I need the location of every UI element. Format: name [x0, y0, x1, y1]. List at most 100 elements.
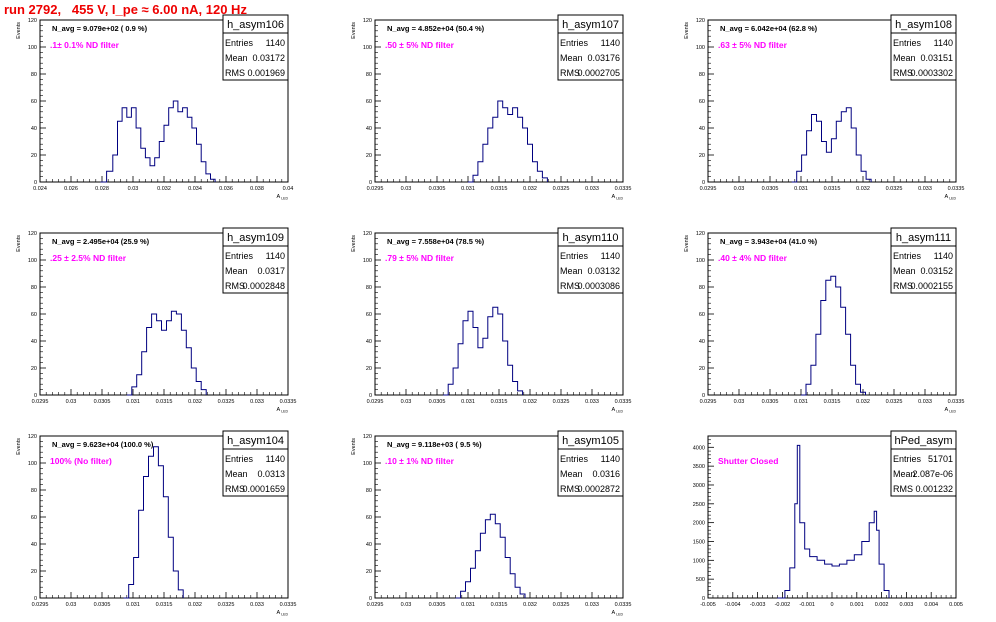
- y-tick-label: 2500: [693, 502, 705, 508]
- x-tick-label: 0.0315: [824, 399, 841, 405]
- histogram-curve: [126, 310, 207, 396]
- y-tick-label: 20: [699, 153, 705, 159]
- x-axis-label: A LED: [945, 407, 957, 414]
- histogram-curve: [100, 100, 216, 183]
- y-tick-label: 120: [28, 231, 37, 237]
- stats-entries-label: Entries: [560, 38, 589, 48]
- stats-box: [557, 32, 624, 81]
- x-tick-label: 0.0335: [615, 186, 632, 192]
- x-tick-label: 0.0295: [367, 186, 384, 192]
- stats-rms-label: RMS: [225, 484, 245, 494]
- y-tick-label: 60: [31, 515, 37, 521]
- navg-label: N_avg = 6.042e+04 (62.8 %): [720, 24, 818, 33]
- y-axis-label: Events: [684, 235, 690, 252]
- filter-label: 100% (No filter): [50, 456, 112, 466]
- x-tick-label: -0.001: [799, 602, 815, 608]
- x-tick-label: 0.003: [900, 602, 914, 608]
- x-tick-label: 0.0305: [429, 602, 446, 608]
- histogram-curve: [777, 444, 890, 599]
- stats-mean-value: 0.03151: [920, 53, 953, 63]
- x-tick-label: 0.03: [66, 602, 77, 608]
- x-tick-label: 0.033: [250, 602, 264, 608]
- y-tick-label: 0: [369, 180, 372, 186]
- x-tick-label: 0.0325: [218, 399, 235, 405]
- stats-mean-label: Mean: [560, 53, 583, 63]
- x-tick-label: 0.0325: [886, 399, 903, 405]
- x-tick-label: 0.0315: [491, 186, 508, 192]
- x-axis-label: A LED: [612, 610, 624, 617]
- stats-mean-value: 2.087e-06: [912, 469, 953, 479]
- stats-rms-value: 0.0003086: [577, 281, 620, 291]
- stats-rms-label: RMS: [560, 484, 580, 494]
- stats-entries-value: 1140: [601, 38, 620, 48]
- x-tick-label: 0.0305: [429, 399, 446, 405]
- stats-entries-value: 1140: [934, 251, 953, 261]
- y-tick-label: 40: [699, 126, 705, 132]
- stats-histogram-name: hPed_asym: [894, 435, 952, 447]
- x-tick-label: 0.0295: [700, 186, 717, 192]
- x-tick-label: 0.031: [461, 186, 475, 192]
- y-tick-label: 0: [369, 596, 372, 602]
- stats-box: [890, 32, 957, 81]
- y-axis-label: Events: [16, 22, 22, 39]
- x-axis-label: A LED: [277, 194, 289, 201]
- navg-label: N_avg = 3.943e+04 (41.0 %): [720, 237, 818, 246]
- histogram-panel-h_asym111: 0.0295 0.03 0.0305 0.031 0.0315 0.032 0.0325 0.…: [684, 227, 965, 414]
- x-tick-label: 0.032: [856, 399, 870, 405]
- x-axis-label: A LED: [612, 407, 624, 414]
- y-tick-label: 2000: [693, 521, 705, 527]
- stats-mean-label: Mean: [225, 469, 248, 479]
- x-tick-label: 0.001: [850, 602, 864, 608]
- y-tick-label: 20: [366, 366, 372, 372]
- y-tick-label: 120: [28, 18, 37, 24]
- histogram-panel-hPed_asym: -0.005 -0.004 -0.003 -0.002 -0.001 0 0.001 0.00…: [693, 430, 963, 608]
- x-tick-label: 0.032: [188, 602, 202, 608]
- stats-rms-value: 0.0001659: [242, 484, 285, 494]
- x-tick-label: 0.033: [585, 399, 599, 405]
- x-tick-label: 0.0335: [280, 602, 297, 608]
- y-tick-label: 20: [31, 366, 37, 372]
- x-tick-label: 0.032: [856, 186, 870, 192]
- y-tick-label: 20: [366, 153, 372, 159]
- x-tick-label: 0.0305: [94, 602, 111, 608]
- stats-rms-label: RMS: [225, 68, 245, 78]
- x-tick-label: 0.0335: [948, 399, 965, 405]
- stats-histogram-name: h_asym106: [227, 19, 284, 31]
- y-tick-label: 60: [366, 515, 372, 521]
- histogram-curve: [801, 275, 866, 396]
- x-tick-label: 0.0305: [429, 186, 446, 192]
- stats-histogram-name: h_asym111: [896, 232, 951, 244]
- x-tick-label: 0.0335: [948, 186, 965, 192]
- x-tick-label: -0.002: [775, 602, 791, 608]
- y-tick-label: 80: [699, 72, 705, 78]
- histogram-panel-h_asym108: 0.0295 0.03 0.0305 0.031 0.0315 0.032 0.0325 0.…: [684, 14, 965, 201]
- x-tick-label: 0.0325: [218, 602, 235, 608]
- y-tick-label: 20: [699, 366, 705, 372]
- stats-entries-value: 1140: [266, 454, 285, 464]
- stats-entries-value: 1140: [601, 454, 620, 464]
- histogram-curve: [791, 107, 872, 183]
- stats-histogram-name: h_asym109: [227, 232, 284, 244]
- x-tick-label: 0.0325: [553, 186, 570, 192]
- x-tick-label: 0.0295: [32, 399, 49, 405]
- y-tick-label: 60: [366, 312, 372, 318]
- y-tick-label: 3500: [693, 464, 705, 470]
- x-tick-label: 0.031: [794, 399, 808, 405]
- x-tick-label: 0.03: [401, 186, 412, 192]
- stats-entries-label: Entries: [893, 38, 922, 48]
- filter-label: .40 ± 4% ND filter: [718, 253, 788, 263]
- x-tick-label: 0.0335: [615, 602, 632, 608]
- stats-entries-value: 1140: [601, 251, 620, 261]
- x-tick-label: 0.032: [157, 186, 171, 192]
- histogram-curve: [468, 100, 548, 183]
- y-tick-label: 20: [31, 153, 37, 159]
- y-tick-label: 0: [34, 180, 37, 186]
- x-tick-label: 0.036: [219, 186, 233, 192]
- histogram-panel-h_asym104: 0.0295 0.03 0.0305 0.031 0.0315 0.032 0.0325 0.…: [16, 430, 297, 617]
- x-tick-label: 0.0295: [367, 399, 384, 405]
- x-tick-label: 0.0335: [615, 399, 632, 405]
- stats-mean-label: Mean: [893, 469, 916, 479]
- x-tick-label: 0.028: [95, 186, 109, 192]
- x-tick-label: 0.0325: [886, 186, 903, 192]
- y-tick-label: 80: [31, 285, 37, 291]
